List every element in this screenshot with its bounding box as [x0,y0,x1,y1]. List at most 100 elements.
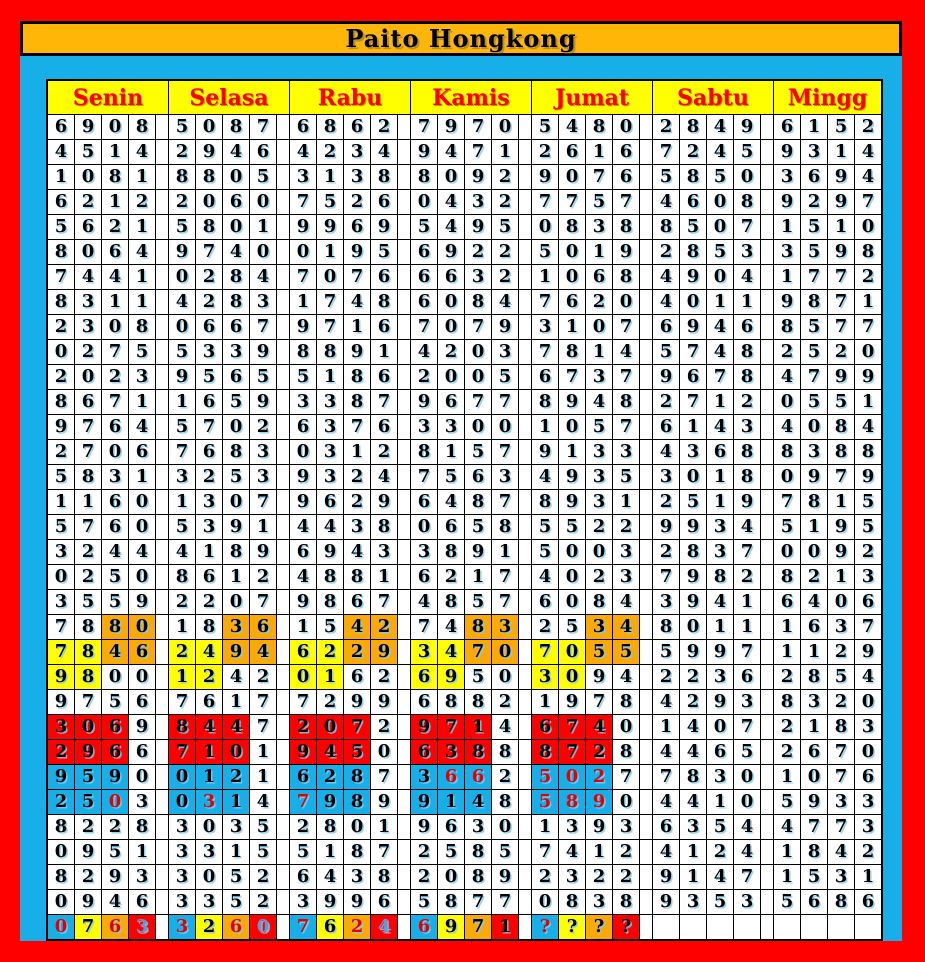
day-header-sabtu: Sabtu [652,79,774,115]
column-spacer [518,914,532,941]
digit-cell: 2 [289,714,317,740]
column-spacer [760,364,774,390]
digit-cell: 7 [249,714,277,740]
digit-cell: 2 [46,739,75,765]
column-spacer [155,514,169,540]
digit-cell: 6 [195,439,223,465]
digit-cell: 9 [343,339,371,365]
column-spacer [276,489,290,515]
digit-cell: 7 [800,364,828,390]
digit-cell: 4 [612,614,640,640]
digit-cell [733,914,761,941]
digit-cell: 1 [168,614,196,640]
column-spacer [397,814,411,840]
column-spacer [276,139,290,165]
digit-cell: 3 [558,814,586,840]
digit-cell: 9 [168,364,196,390]
digit-cell: 8 [343,364,371,390]
digit-cell: 3 [343,514,371,540]
column-spacer [397,489,411,515]
digit-cell: 7 [249,314,277,340]
digit-cell: 7 [733,639,761,665]
digit-cell: 7 [854,189,883,215]
digit-cell: 0 [558,764,586,790]
digit-cell: 6 [195,314,223,340]
column-spacer [276,764,290,790]
digit-cell: 7 [827,264,855,290]
digit-cell: 7 [289,914,317,941]
digit-cell: 6 [74,214,102,240]
column-spacer [155,164,169,190]
digit-cell: 0 [222,214,250,240]
digit-cell: 4 [343,289,371,315]
digit-cell: 1 [101,189,129,215]
digit-cell: 4 [558,114,586,140]
digit-cell: 6 [128,439,156,465]
column-spacer [760,264,774,290]
digit-cell: 8 [800,839,828,865]
digit-cell: 2 [773,664,801,690]
column-spacer [155,539,169,565]
digit-cell: 2 [168,589,196,615]
digit-cell: 2 [101,364,129,390]
digit-cell: 2 [46,439,75,465]
digit-cell: 2 [343,464,371,490]
column-spacer [155,114,169,140]
column-spacer [760,864,774,890]
digit-cell: 1 [343,439,371,465]
digit-cell: 5 [74,764,102,790]
digit-cell: 6 [410,739,438,765]
digit-cell: 5 [464,589,492,615]
digit-cell: 0 [437,164,465,190]
digit-cell: 5 [168,214,196,240]
digit-cell: 0 [558,639,586,665]
digit-cell: 8 [773,689,801,715]
digit-cell: 3 [370,539,398,565]
digit-cell: 2 [854,114,883,140]
digit-cell: 7 [679,389,707,415]
column-spacer [276,239,290,265]
column-spacer [276,789,290,815]
digit-cell: 5 [531,239,559,265]
digit-cell: 5 [800,339,828,365]
digit-cell: 8 [316,339,344,365]
digit-cell: 3 [706,514,734,540]
digit-cell: 0 [706,264,734,290]
column-spacer [518,339,532,365]
digit-cell: 7 [410,614,438,640]
digit-cell: 0 [437,289,465,315]
digit-cell: 7 [531,289,559,315]
digit-cell: 9 [827,239,855,265]
digit-cell: 2 [101,214,129,240]
digit-cell: 1 [773,839,801,865]
digit-cell: 7 [46,614,75,640]
digit-cell: 5 [289,364,317,390]
digit-cell: 5 [800,239,828,265]
column-spacer [518,239,532,265]
digit-cell: 8 [195,214,223,240]
digit-cell: 5 [128,339,156,365]
digit-cell: 0 [612,289,640,315]
digit-cell [652,914,680,941]
digit-cell: 9 [531,439,559,465]
digit-cell: 8 [773,564,801,590]
digit-cell: 2 [74,814,102,840]
digit-cell [827,914,855,941]
digit-cell: 8 [854,439,883,465]
column-spacer [760,714,774,740]
digit-cell: 3 [733,239,761,265]
digit-cell: 4 [652,264,680,290]
digit-cell: 3 [854,564,883,590]
column-spacer [276,439,290,465]
digit-cell: 6 [800,739,828,765]
digit-cell: 3 [437,414,465,440]
column-spacer [518,214,532,240]
digit-cell: 8 [733,189,761,215]
digit-cell: 1 [679,414,707,440]
digit-cell: 2 [491,689,519,715]
column-spacer [276,864,290,890]
digit-cell: 2 [531,139,559,165]
digit-cell: 0 [464,364,492,390]
